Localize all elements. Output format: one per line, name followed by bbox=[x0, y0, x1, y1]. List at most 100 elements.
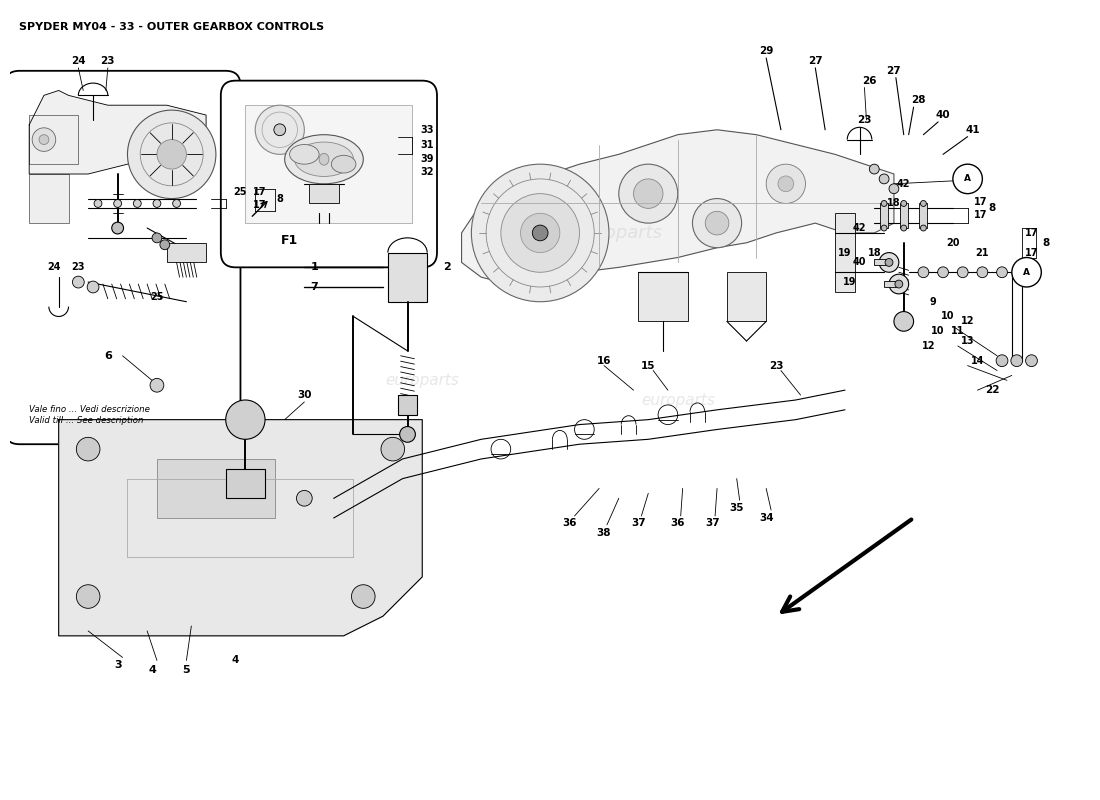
Text: 39: 39 bbox=[420, 154, 433, 164]
Text: 23: 23 bbox=[857, 115, 871, 125]
Circle shape bbox=[937, 267, 948, 278]
Circle shape bbox=[157, 140, 186, 169]
Bar bbox=[398, 395, 417, 414]
Circle shape bbox=[977, 267, 988, 278]
Circle shape bbox=[500, 194, 580, 272]
Text: 11: 11 bbox=[952, 326, 965, 336]
Text: 6: 6 bbox=[103, 350, 112, 361]
Circle shape bbox=[150, 378, 164, 392]
Circle shape bbox=[886, 258, 893, 266]
Text: 15: 15 bbox=[641, 361, 656, 370]
Text: 24: 24 bbox=[72, 56, 86, 66]
Text: 5: 5 bbox=[183, 666, 190, 675]
Text: 10: 10 bbox=[942, 311, 955, 322]
Ellipse shape bbox=[319, 154, 329, 165]
Circle shape bbox=[1012, 258, 1042, 287]
Polygon shape bbox=[30, 90, 206, 174]
Text: 16: 16 bbox=[597, 356, 612, 366]
Text: 18: 18 bbox=[887, 198, 901, 209]
Circle shape bbox=[39, 134, 48, 145]
Text: 38: 38 bbox=[597, 528, 612, 538]
Circle shape bbox=[1011, 354, 1023, 366]
Circle shape bbox=[113, 199, 122, 207]
Text: 22: 22 bbox=[984, 385, 1000, 395]
Circle shape bbox=[95, 199, 102, 207]
Text: 17: 17 bbox=[1025, 228, 1038, 238]
Text: 20: 20 bbox=[946, 238, 959, 248]
Text: 26: 26 bbox=[862, 76, 877, 86]
Text: 17: 17 bbox=[253, 186, 267, 197]
Bar bbox=[167, 242, 206, 262]
Circle shape bbox=[160, 240, 169, 250]
Circle shape bbox=[869, 164, 879, 174]
Text: 23: 23 bbox=[72, 262, 85, 272]
Text: 4: 4 bbox=[232, 655, 239, 666]
Text: 8: 8 bbox=[276, 194, 283, 203]
Text: 13: 13 bbox=[961, 336, 975, 346]
Circle shape bbox=[894, 311, 914, 331]
Circle shape bbox=[87, 281, 99, 293]
Circle shape bbox=[226, 400, 265, 439]
Circle shape bbox=[1025, 354, 1037, 366]
Circle shape bbox=[274, 124, 286, 136]
Text: 19: 19 bbox=[838, 248, 851, 258]
Text: 41: 41 bbox=[965, 125, 980, 134]
Ellipse shape bbox=[285, 134, 363, 184]
Circle shape bbox=[918, 267, 928, 278]
Circle shape bbox=[381, 438, 405, 461]
Text: 31: 31 bbox=[420, 139, 433, 150]
Text: 24: 24 bbox=[47, 262, 60, 272]
Polygon shape bbox=[462, 130, 894, 282]
Circle shape bbox=[32, 128, 56, 151]
Text: 37: 37 bbox=[631, 518, 646, 528]
Circle shape bbox=[921, 201, 926, 206]
Text: 17: 17 bbox=[1025, 248, 1038, 258]
Bar bbox=[900, 203, 908, 228]
Text: europarts: europarts bbox=[641, 393, 715, 407]
Text: 17: 17 bbox=[974, 210, 987, 220]
Text: 14: 14 bbox=[970, 356, 985, 366]
Ellipse shape bbox=[289, 145, 319, 164]
Text: 36: 36 bbox=[671, 518, 685, 528]
Circle shape bbox=[153, 199, 161, 207]
Text: A: A bbox=[964, 174, 971, 183]
Text: 8: 8 bbox=[1043, 238, 1049, 248]
Bar bbox=[880, 203, 888, 228]
Circle shape bbox=[895, 280, 903, 288]
Circle shape bbox=[112, 222, 123, 234]
Bar bbox=[30, 174, 68, 223]
Text: 9: 9 bbox=[930, 297, 936, 306]
Text: 12: 12 bbox=[961, 316, 975, 326]
Text: 30: 30 bbox=[297, 390, 311, 400]
Circle shape bbox=[76, 438, 100, 461]
Polygon shape bbox=[58, 420, 422, 636]
Circle shape bbox=[705, 211, 729, 235]
Bar bbox=[388, 253, 427, 302]
FancyBboxPatch shape bbox=[4, 71, 241, 444]
Text: 21: 21 bbox=[976, 248, 989, 258]
Text: 17: 17 bbox=[974, 197, 987, 206]
Bar bbox=[920, 203, 927, 228]
Circle shape bbox=[297, 490, 312, 506]
Circle shape bbox=[133, 199, 141, 207]
Circle shape bbox=[997, 354, 1008, 366]
Text: 35: 35 bbox=[729, 503, 744, 513]
Bar bbox=[727, 272, 767, 322]
Text: 29: 29 bbox=[759, 46, 773, 56]
Circle shape bbox=[889, 184, 899, 194]
Text: 37: 37 bbox=[705, 518, 719, 528]
Circle shape bbox=[472, 164, 609, 302]
Circle shape bbox=[352, 585, 375, 608]
Text: 25: 25 bbox=[233, 186, 248, 197]
Text: 19: 19 bbox=[843, 277, 857, 287]
Text: A: A bbox=[1023, 268, 1030, 277]
Text: 23: 23 bbox=[769, 361, 783, 370]
Bar bbox=[884, 281, 895, 287]
Bar bbox=[638, 272, 688, 322]
Text: 42: 42 bbox=[852, 223, 867, 233]
FancyBboxPatch shape bbox=[221, 81, 437, 267]
Text: 36: 36 bbox=[562, 518, 576, 528]
Bar bbox=[245, 106, 412, 223]
Text: 18: 18 bbox=[868, 248, 881, 258]
Text: 17: 17 bbox=[253, 201, 267, 210]
